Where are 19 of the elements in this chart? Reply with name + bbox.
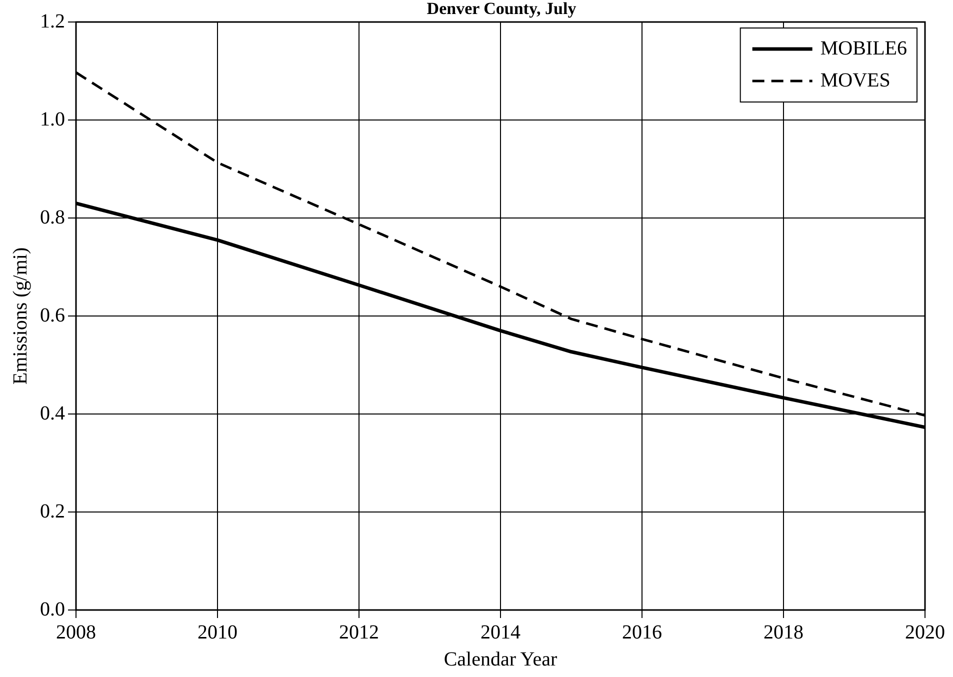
- y-tick-label: 0.2: [40, 500, 65, 522]
- y-tick-label: 0.6: [40, 304, 65, 326]
- legend-label: MOBILE6: [820, 37, 908, 60]
- y-tick-label: 0.4: [40, 402, 65, 424]
- chart-title: Denver County, July: [426, 0, 578, 18]
- y-tick-label: 1.0: [40, 108, 65, 130]
- x-tick-label: 2016: [622, 621, 662, 644]
- x-tick-label: 2014: [480, 621, 520, 644]
- x-tick-label: 2012: [339, 621, 379, 644]
- y-tick-label: 0.8: [40, 206, 65, 228]
- y-axis-title: Emissions (g/mi): [9, 247, 32, 385]
- y-tick-label: 1.2: [40, 10, 65, 32]
- x-tick-label: 2018: [764, 621, 804, 644]
- x-axis-title: Calendar Year: [444, 648, 558, 670]
- y-tick-label: 0.0: [40, 598, 65, 620]
- x-tick-label: 2008: [56, 621, 96, 644]
- x-tick-label: 2020: [905, 621, 945, 644]
- x-tick-label: 2010: [198, 621, 238, 644]
- legend-label: MOVES: [820, 69, 890, 92]
